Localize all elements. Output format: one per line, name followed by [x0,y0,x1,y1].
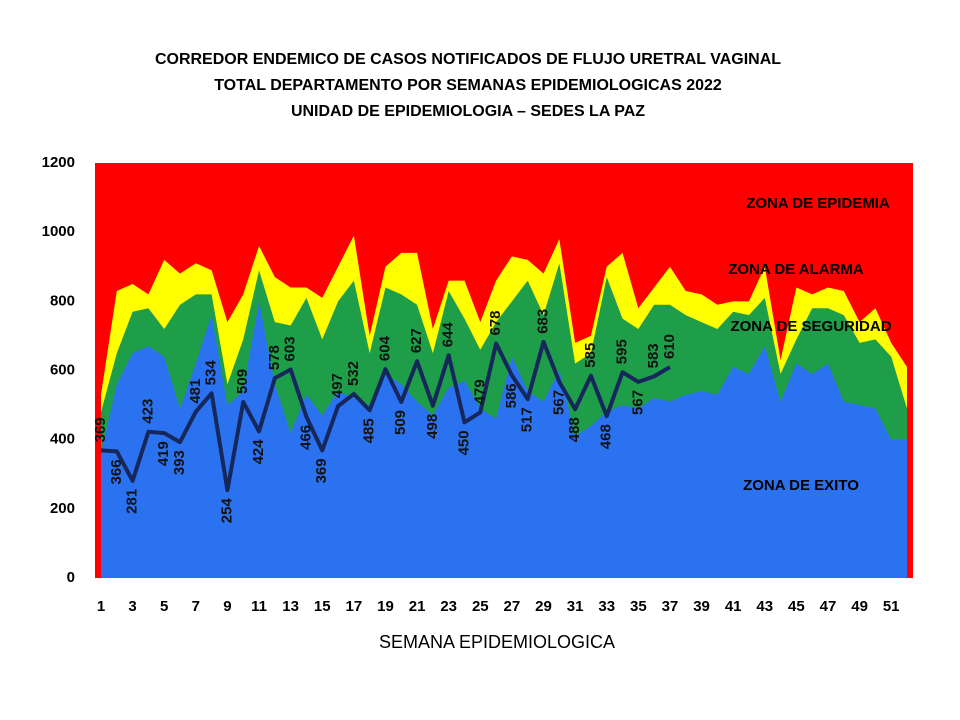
x-tick-label: 33 [598,598,615,615]
value-label: 466 [297,425,314,450]
value-label: 644 [440,322,457,348]
zone-label: ZONA DE EPIDEMIA [746,195,890,212]
x-tick-label: 7 [192,598,200,615]
value-label: 423 [139,399,156,424]
value-label: 481 [187,379,204,404]
y-tick-label: 600 [50,361,75,378]
value-label: 488 [566,417,583,442]
cases-line [100,339,671,493]
value-label: 595 [613,339,630,364]
value-label: 424 [250,439,267,465]
value-label: 498 [424,414,441,439]
x-tick-label: 21 [409,598,426,615]
zone-label: ZONA DE SEGURIDAD [730,318,891,335]
chart-title: CORREDOR ENDEMICO DE CASOS NOTIFICADOS D… [155,51,781,68]
x-tick-label: 17 [346,598,363,615]
y-tick-label: 1000 [42,223,75,240]
value-label: 509 [392,410,409,435]
value-label: 586 [503,383,520,408]
x-tick-label: 27 [504,598,521,615]
value-label: 369 [313,458,330,483]
value-label: 497 [329,373,346,398]
zone-label: ZONA DE EXITO [743,477,859,494]
value-label: 583 [645,343,662,368]
value-label: 683 [534,309,551,334]
value-label: 479 [471,379,488,404]
value-label: 678 [487,310,504,335]
x-tick-label: 25 [472,598,489,615]
x-tick-label: 39 [693,598,710,615]
y-tick-label: 400 [50,431,75,448]
x-tick-label: 35 [630,598,647,615]
x-tick-label: 37 [662,598,679,615]
x-tick-label: 51 [883,598,900,615]
value-label: 393 [171,450,188,475]
x-tick-label: 29 [535,598,552,615]
y-tick-label: 1200 [42,154,75,171]
x-tick-label: 47 [820,598,837,615]
value-label: 281 [124,489,141,514]
y-tick-label: 800 [50,292,75,309]
value-label: 254 [218,498,235,524]
value-label: 450 [455,430,472,455]
value-label: 485 [361,418,378,443]
x-tick-label: 43 [756,598,773,615]
value-label: 509 [234,369,251,394]
x-tick-label: 1 [97,598,105,615]
value-label: 604 [376,335,393,361]
value-label: 532 [345,361,362,386]
value-label: 603 [282,336,299,361]
x-tick-label: 19 [377,598,394,615]
x-tick-label: 41 [725,598,742,615]
x-tick-label: 3 [128,598,136,615]
chart-title: TOTAL DEPARTAMENTO POR SEMANAS EPIDEMIOL… [214,77,722,94]
value-label: 610 [661,334,678,359]
x-tick-label: 49 [851,598,868,615]
chart-title: UNIDAD DE EPIDEMIOLOGIA – SEDES LA PAZ [291,103,645,120]
x-tick-label: 5 [160,598,168,615]
value-label: 567 [629,390,646,415]
x-tick-label: 11 [251,598,267,615]
value-label: 585 [582,343,599,368]
zone-label: ZONA DE ALARMA [728,261,864,278]
value-label: 419 [155,441,172,466]
x-tick-label: 23 [440,598,457,615]
value-label: 369 [92,417,109,442]
x-axis-label: SEMANA EPIDEMIOLOGICA [379,632,615,652]
x-tick-label: 9 [223,598,231,615]
y-tick-label: 200 [50,500,75,517]
value-label: 567 [550,390,567,415]
value-label: 534 [203,360,220,386]
value-label: 627 [408,328,425,353]
x-tick-label: 45 [788,598,805,615]
value-label: 517 [519,407,536,432]
value-label: 468 [598,424,615,449]
value-label: 578 [266,345,283,370]
x-tick-label: 13 [282,598,299,615]
value-label: 366 [108,459,125,484]
y-tick-label: 0 [67,569,75,586]
x-tick-label: 31 [567,598,584,615]
x-tick-label: 15 [314,598,331,615]
zone-area [101,301,907,578]
